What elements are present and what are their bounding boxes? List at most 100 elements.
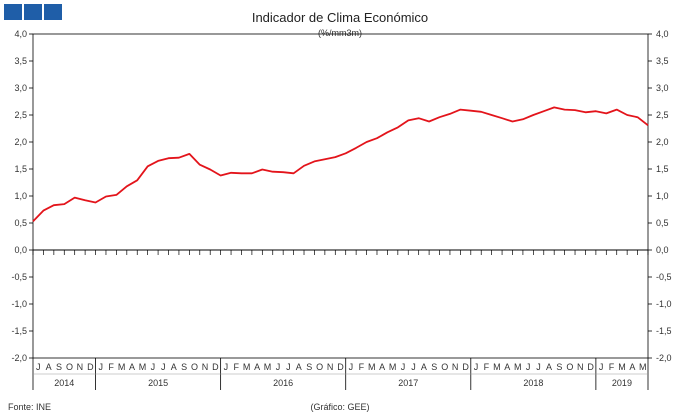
month-label: O	[191, 362, 198, 372]
month-label: A	[254, 362, 260, 372]
y-tick-label-right: -1,5	[656, 326, 672, 336]
year-label: 2016	[273, 378, 293, 388]
y-tick-label-right: 3,5	[656, 56, 669, 66]
month-label: S	[181, 362, 187, 372]
year-label: 2014	[54, 378, 74, 388]
month-label: N	[452, 362, 459, 372]
month-label: D	[212, 362, 219, 372]
plot-border	[32, 33, 649, 359]
month-label: M	[493, 362, 501, 372]
month-label: J	[99, 362, 104, 372]
y-tick-label-left: 4,0	[14, 29, 27, 39]
y-tick-label-left: -2,0	[11, 353, 27, 363]
brand-logo	[4, 4, 62, 20]
y-tick-label-left: -1,0	[11, 299, 27, 309]
y-tick-label-left: -1,5	[11, 326, 27, 336]
credit-note: (Gráfico: GEE)	[310, 402, 370, 412]
month-label: A	[171, 362, 177, 372]
month-label: N	[577, 362, 584, 372]
month-label: J	[161, 362, 166, 372]
source-note: Fonte: INE	[8, 402, 52, 412]
y-tick-label-right: 0,0	[656, 245, 669, 255]
month-label: F	[484, 362, 490, 372]
month-label: N	[327, 362, 334, 372]
year-label: 2015	[148, 378, 168, 388]
month-label: J	[536, 362, 541, 372]
y-tick-label-left: 2,5	[14, 110, 27, 120]
y-tick-label-right: 2,0	[656, 137, 669, 147]
month-label: A	[546, 362, 552, 372]
chart-title: Indicador de Clima Económico	[251, 10, 429, 25]
logo-block	[24, 4, 42, 20]
y-tick-label-right: 2,5	[656, 110, 669, 120]
y-tick-label-left: 3,5	[14, 56, 27, 66]
month-label: D	[87, 362, 94, 372]
month-label: A	[46, 362, 52, 372]
month-label: M	[639, 362, 647, 372]
year-label: 2018	[523, 378, 543, 388]
y-tick-label-right: 3,0	[656, 83, 669, 93]
month-label: J	[474, 362, 479, 372]
month-label: M	[514, 362, 522, 372]
month-label: M	[368, 362, 376, 372]
month-label: F	[234, 362, 240, 372]
month-label: S	[306, 362, 312, 372]
month-label: D	[462, 362, 469, 372]
y-tick-label-right: -1,0	[656, 299, 672, 309]
month-label: A	[379, 362, 385, 372]
month-label: O	[66, 362, 73, 372]
y-tick-label-right: 0,5	[656, 218, 669, 228]
month-label: M	[118, 362, 126, 372]
y-tick-label-left: 3,0	[14, 83, 27, 93]
y-tick-label-left: 1,5	[14, 164, 27, 174]
series-line	[32, 106, 649, 223]
month-label: F	[108, 362, 114, 372]
month-label: S	[556, 362, 562, 372]
logo-block	[4, 4, 22, 20]
month-label: A	[129, 362, 135, 372]
month-label: O	[316, 362, 323, 372]
month-label: M	[618, 362, 626, 372]
month-label: N	[202, 362, 209, 372]
month-label: A	[504, 362, 510, 372]
month-label: O	[566, 362, 573, 372]
month-label: N	[77, 362, 84, 372]
y-tick-label-left: 1,0	[14, 191, 27, 201]
month-label: A	[629, 362, 635, 372]
y-tick-label-right: -0,5	[656, 272, 672, 282]
month-label: S	[56, 362, 62, 372]
logo-block	[44, 4, 62, 20]
month-label: A	[421, 362, 427, 372]
month-label: A	[296, 362, 302, 372]
year-label: 2019	[612, 378, 632, 388]
month-label: D	[337, 362, 344, 372]
month-label: M	[243, 362, 251, 372]
month-label: J	[151, 362, 156, 372]
y-tick-label-left: 2,0	[14, 137, 27, 147]
month-label: J	[276, 362, 281, 372]
y-tick-label-left: 0,5	[14, 218, 27, 228]
y-tick-label-left: -0,5	[11, 272, 27, 282]
month-label: S	[431, 362, 437, 372]
month-label: O	[441, 362, 448, 372]
y-tick-label-right: -2,0	[656, 353, 672, 363]
month-label: F	[609, 362, 615, 372]
month-label: F	[359, 362, 365, 372]
y-tick-label-right: 4,0	[656, 29, 669, 39]
y-tick-label-left: 0,0	[14, 245, 27, 255]
chart-subtitle: (%/mm3m)	[318, 28, 362, 38]
month-label: J	[36, 362, 41, 372]
month-label: M	[139, 362, 147, 372]
month-label: J	[401, 362, 406, 372]
month-label: J	[224, 362, 229, 372]
month-label: M	[264, 362, 272, 372]
month-label: J	[349, 362, 354, 372]
y-tick-label-right: 1,5	[656, 164, 669, 174]
month-label: J	[526, 362, 531, 372]
year-label: 2017	[398, 378, 418, 388]
month-label: M	[389, 362, 397, 372]
month-label: J	[599, 362, 604, 372]
y-tick-label-right: 1,0	[656, 191, 669, 201]
month-label: J	[411, 362, 416, 372]
